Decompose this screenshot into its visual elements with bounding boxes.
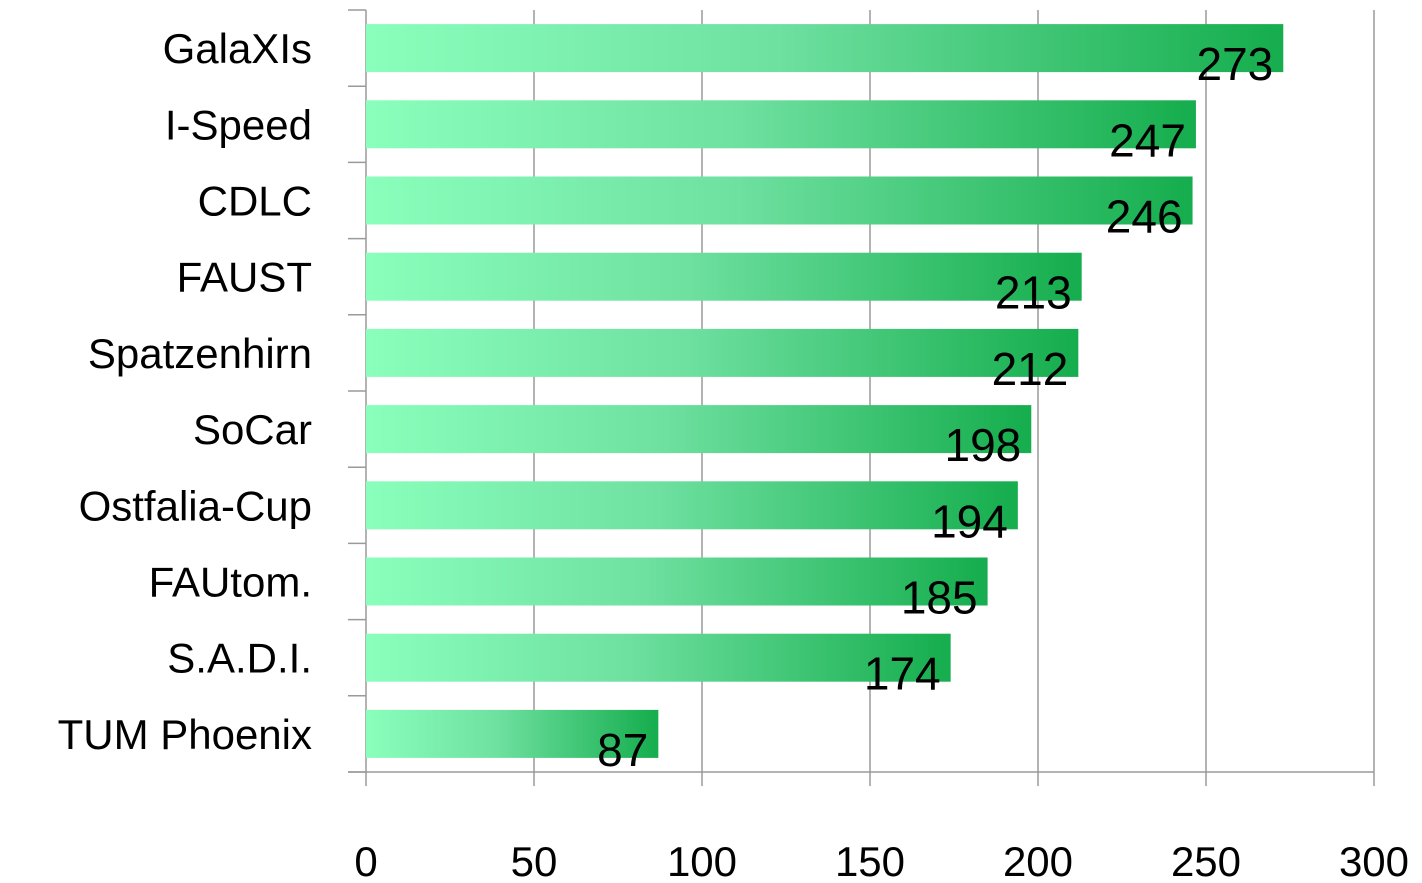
category-label: TUM Phoenix [58, 711, 312, 758]
category-label: S.A.D.I. [167, 635, 312, 682]
bar-i-speed [366, 100, 1196, 149]
bar-spatzenhirn [366, 328, 1079, 377]
x-tick-label: 100 [667, 838, 737, 883]
category-label: GalaXIs [163, 25, 312, 72]
bar-galaxis [366, 24, 1284, 73]
data-label: 185 [901, 572, 978, 624]
category-label: SoCar [193, 406, 312, 453]
category-label: CDLC [198, 178, 312, 225]
data-label: 198 [945, 419, 1022, 471]
data-label: 273 [1197, 38, 1274, 90]
x-tick-label: 200 [1003, 838, 1073, 883]
category-label: FAUST [177, 254, 312, 301]
category-label: Spatzenhirn [88, 330, 312, 377]
bar-socar [366, 405, 1032, 454]
x-tick-label: 300 [1339, 838, 1409, 883]
data-label: 246 [1106, 191, 1183, 243]
labels: GalaXIs 273 I-Speed 247 CDLC 246 FAUST 213 Spatz… [58, 25, 1274, 776]
bar-faust [366, 252, 1082, 301]
x-tick-label: 250 [1171, 838, 1241, 883]
bar-tum-phoenix [366, 709, 659, 758]
data-label: 247 [1109, 114, 1186, 166]
data-label: 194 [931, 495, 1008, 547]
axes: 0 50 100 150 200 250 300 [348, 9, 1409, 883]
category-label: FAUtom. [149, 559, 312, 606]
bar-fautom- [366, 557, 988, 606]
data-label: 174 [864, 648, 941, 700]
category-label: Ostfalia-Cup [79, 482, 312, 529]
data-label: 212 [992, 343, 1069, 395]
bar-cdlc [366, 176, 1193, 225]
x-tick-label: 150 [835, 838, 905, 883]
x-tick-label: 50 [511, 838, 558, 883]
data-label: 87 [597, 724, 648, 776]
category-label: I-Speed [165, 101, 312, 148]
bars [366, 24, 1284, 758]
bar-ostfalia-cup [366, 481, 1018, 530]
bar-s-a-d-i- [366, 633, 951, 682]
x-tick-label: 0 [354, 838, 377, 883]
data-label: 213 [995, 267, 1072, 319]
